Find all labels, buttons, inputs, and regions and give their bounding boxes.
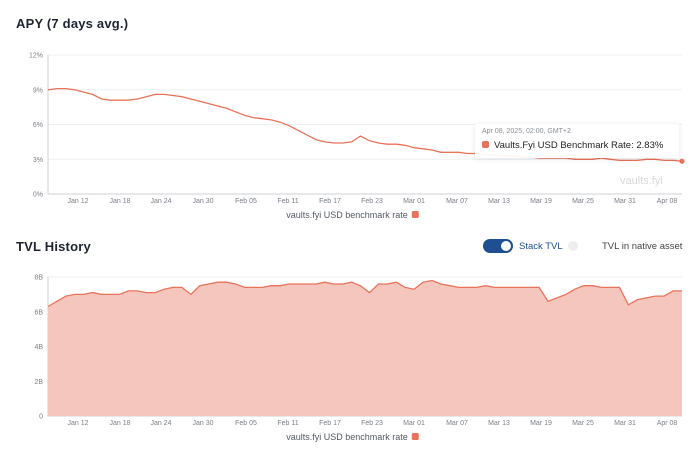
y-tick-label: 0% xyxy=(33,192,43,199)
legend-label: vaults.fyi USD benchmark rate xyxy=(286,210,408,220)
native-asset-toggle[interactable]: TVL in native asset xyxy=(568,238,682,254)
x-tick-label: Jan 30 xyxy=(192,420,213,427)
y-tick-label: 12% xyxy=(29,53,43,60)
native-asset-switch[interactable] xyxy=(568,241,578,251)
y-tick-label: 2B xyxy=(34,379,43,386)
stack-tvl-label: Stack TVL xyxy=(519,240,563,252)
x-tick-label: Mar 31 xyxy=(614,420,636,427)
apy-tooltip: Apr 08, 2025, 02:00, GMT+2 Vaults.Fyi US… xyxy=(475,124,679,158)
tooltip-series-swatch xyxy=(482,141,489,148)
native-asset-label: TVL in native asset xyxy=(602,240,683,252)
tooltip-value: Vaults.Fyi USD Benchmark Rate: 2.83% xyxy=(494,140,664,151)
x-tick-label: Mar 07 xyxy=(446,198,468,205)
x-tick-label: Mar 25 xyxy=(572,198,594,205)
x-tick-label: Apr 08 xyxy=(657,420,678,427)
apy-chart[interactable]: 0% 3% 6% 9% 12% vaults.fyi Jan 12 Jan 18 Jan 24 J… xyxy=(0,40,700,226)
x-tick-label: Mar 25 xyxy=(572,420,594,427)
y-tick-label: 0 xyxy=(39,414,43,421)
x-tick-label: Jan 12 xyxy=(67,420,88,427)
x-tick-label: Mar 31 xyxy=(614,198,636,205)
tvl-chart-title: TVL History xyxy=(16,239,91,254)
x-tick-label: Jan 24 xyxy=(150,420,171,427)
x-tick-label: Jan 30 xyxy=(192,198,213,205)
x-tick-label: Feb 17 xyxy=(319,420,341,427)
legend-swatch xyxy=(411,211,419,218)
watermark-text: vaults.fyi xyxy=(620,175,663,187)
hover-marker xyxy=(679,158,685,164)
legend-swatch xyxy=(411,433,419,440)
x-tick-label: Mar 19 xyxy=(530,420,552,427)
x-tick-label: Jan 12 xyxy=(67,198,88,205)
apy-series-line xyxy=(47,87,683,162)
x-tick-label: Feb 23 xyxy=(361,420,383,427)
x-tick-label: Apr 08 xyxy=(657,198,678,205)
x-tick-label: Mar 13 xyxy=(488,420,510,427)
tvl-area-fill xyxy=(48,280,682,416)
x-tick-label: Jan 18 xyxy=(109,420,130,427)
legend-label: vaults.fyi USD benchmark rate xyxy=(286,432,408,442)
x-tick-label: Feb 11 xyxy=(277,420,298,427)
tooltip-time: Apr 08, 2025, 02:00, GMT+2 xyxy=(482,128,571,135)
y-tick-label: 4B xyxy=(34,344,43,351)
x-tick-label: Feb 11 xyxy=(277,198,298,205)
x-tick-label: Feb 05 xyxy=(235,198,257,205)
stack-tvl-toggle[interactable]: Stack TVL xyxy=(483,238,563,254)
x-tick-label: Mar 19 xyxy=(530,198,552,205)
tooltip-row: Vaults.Fyi USD Benchmark Rate: 2.83% xyxy=(482,140,663,151)
y-tick-label: 8B xyxy=(34,275,43,282)
y-tick-label: 6B xyxy=(34,309,43,316)
x-tick-label: Mar 01 xyxy=(403,198,425,205)
tvl-series-line xyxy=(47,279,682,308)
x-tick-label: Feb 05 xyxy=(235,420,257,427)
stack-tvl-switch[interactable] xyxy=(483,239,513,253)
apy-chart-title: APY (7 days avg.) xyxy=(16,16,129,31)
x-tick-label: Jan 18 xyxy=(109,198,130,205)
x-tick-label: Mar 13 xyxy=(488,198,510,205)
switch-knob xyxy=(501,241,511,251)
x-tick-label: Feb 23 xyxy=(361,198,383,205)
x-tick-label: Mar 01 xyxy=(403,420,425,427)
x-tick-label: Jan 24 xyxy=(150,198,171,205)
y-tick-label: 3% xyxy=(33,157,43,164)
x-tick-label: Feb 17 xyxy=(319,198,341,205)
x-tick-label: Mar 07 xyxy=(446,420,468,427)
y-tick-label: 9% xyxy=(33,87,43,94)
y-tick-label: 6% xyxy=(33,122,43,129)
